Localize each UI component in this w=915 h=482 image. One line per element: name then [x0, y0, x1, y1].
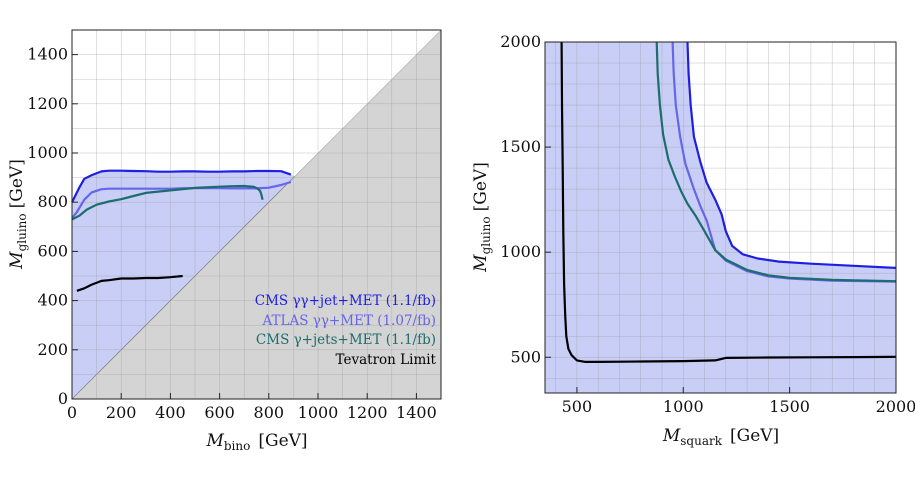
left-x-tick-label-1200: 1200 — [347, 403, 388, 422]
left-y-axis-label-sub: gluino — [15, 213, 29, 251]
right-x-tick-label-1000: 1000 — [663, 397, 704, 416]
left-series-cms-jets-met-1-1-fb — [71, 184, 264, 221]
left-x-tick-label-200: 200 — [106, 403, 137, 422]
left-y-axis-label: Mgluino [GeV] — [7, 159, 29, 270]
left-series-cms-jet-met-1-1-fb — [71, 169, 292, 203]
legend-entry-cms-g-jets-met: CMS γ+jets+MET (1.1/fb) — [256, 332, 436, 348]
right-y-tick-label-1500: 1500 — [500, 137, 541, 156]
right-y-axis-label-sub: gluino — [479, 216, 493, 254]
left-x-tick-label-800: 800 — [254, 403, 285, 422]
right-x-axis-label-sub: squark — [680, 434, 722, 448]
right-plot-frame — [544, 41, 897, 394]
legend-entry-cms-gg-jet-met: CMS γγ+jet+MET (1.1/fb) — [255, 293, 436, 309]
right-ticks: 500 1000 1500 2000 500 1000 1500 2000 — [500, 32, 915, 416]
left-y-tick-label-800: 800 — [37, 192, 68, 211]
left-x-tick-label-1000: 1000 — [298, 403, 339, 422]
right-series-cms-jets-met-1-1-fb — [655, 41, 897, 283]
right-y-axis-label-main: M — [471, 254, 491, 273]
left-ticks: 0 200 400 600 800 1000 1200 1400 0 200 400 600 800 10… — [27, 45, 436, 422]
left-unexcluded-region — [72, 30, 441, 203]
right-panel: 500 1000 1500 2000 500 1000 1500 2000 Msquark [G… — [471, 32, 915, 448]
left-gridlines — [72, 30, 441, 399]
left-plot-frame — [71, 29, 442, 400]
right-x-tick-label-500: 500 — [562, 397, 593, 416]
legend-entry-tevatron-limit: Tevatron Limit — [336, 352, 437, 368]
left-y-tick-label-1400: 1400 — [27, 45, 68, 64]
left-y-tick-label-1000: 1000 — [27, 143, 68, 162]
right-y-axis-label-unit: [GeV] — [471, 162, 491, 211]
right-x-tick-label-1500: 1500 — [769, 397, 810, 416]
left-series-lines — [71, 169, 292, 292]
left-x-axis-label-unit: [GeV] — [258, 431, 307, 451]
right-series-tevatron-limit — [560, 41, 897, 363]
left-legend: CMS γγ+jet+MET (1.1/fb) ATLAS γγ+MET (1.… — [255, 293, 437, 368]
right-gridlines — [545, 42, 896, 393]
left-x-axis-label-sub: bino — [224, 439, 250, 453]
right-y-tick-label-1000: 1000 — [500, 242, 541, 261]
left-x-axis-label: Mbino [GeV] — [205, 431, 307, 453]
left-y-axis-label-unit: [GeV] — [7, 159, 27, 208]
left-y-tick-label-600: 600 — [37, 241, 68, 260]
right-y-axis-label: Mgluino [GeV] — [471, 162, 493, 273]
left-y-axis-label-main: M — [7, 251, 27, 270]
left-y-tick-label-200: 200 — [37, 340, 68, 359]
left-y-tick-label-1200: 1200 — [27, 94, 68, 113]
right-x-axis-label: Msquark [GeV] — [662, 426, 779, 448]
left-y-tick-label-400: 400 — [37, 291, 68, 310]
right-y-tick-label-2000: 2000 — [500, 32, 541, 51]
left-series-atlas-met-1-07-fb — [71, 180, 292, 219]
right-x-axis-label-unit: [GeV] — [730, 426, 779, 446]
legend-entry-atlas-gg-met: ATLAS γγ+MET (1.07/fb) — [262, 313, 436, 329]
right-x-tick-label-2000: 2000 — [876, 397, 915, 416]
right-allowed-region — [545, 42, 896, 393]
left-y-tick-label-0: 0 — [58, 389, 68, 408]
right-x-axis-label-main: M — [662, 426, 681, 446]
left-x-tick-label-1400: 1400 — [396, 403, 437, 422]
left-x-tick-label-400: 400 — [155, 403, 186, 422]
left-series-tevatron-limit — [76, 274, 183, 292]
right-series-cms-jet-met-1-1-fb — [686, 41, 897, 269]
left-x-tick-label-600: 600 — [204, 403, 235, 422]
left-x-tick-label-0: 0 — [67, 403, 77, 422]
right-y-tick-label-500: 500 — [510, 347, 541, 366]
right-series-lines — [560, 41, 897, 363]
left-x-axis-label-main: M — [205, 431, 224, 451]
left-panel: 0 200 400 600 800 1000 1200 1400 0 200 400 600 800 10… — [7, 29, 442, 453]
